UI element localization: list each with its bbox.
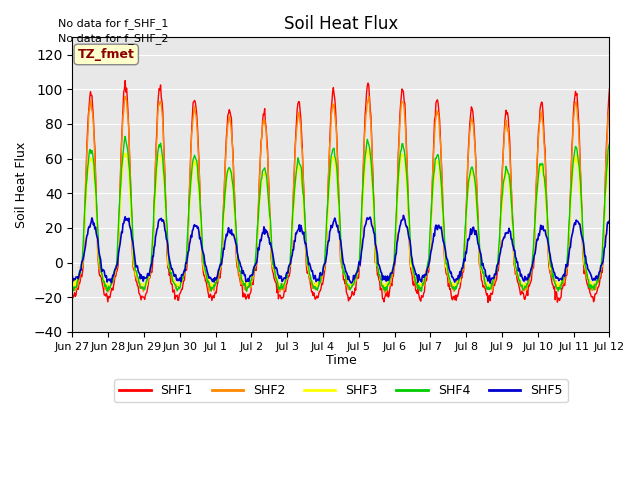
SHF3	[71, 277, 79, 283]
SHF2	[468, 118, 476, 124]
SHF3	[298, 186, 306, 192]
Line: SHF4: SHF4	[72, 136, 609, 291]
SHF5	[454, 273, 462, 278]
SHF3	[68, 285, 76, 290]
SHF2	[319, 273, 326, 278]
SHF4	[605, 141, 613, 146]
Line: SHF2: SHF2	[72, 96, 609, 293]
Y-axis label: Soil Heat Flux: Soil Heat Flux	[15, 142, 28, 228]
SHF5	[298, 225, 305, 231]
SHF3	[106, 287, 113, 293]
SHF1	[484, 300, 492, 305]
SHF4	[319, 269, 326, 275]
SHF3	[468, 168, 476, 174]
SHF1	[122, 78, 129, 84]
SHF4	[468, 165, 476, 170]
SHF5	[144, 271, 152, 276]
SHF1	[319, 282, 326, 288]
SHF3	[605, 150, 613, 156]
SHF5	[68, 274, 76, 279]
SHF2	[71, 287, 79, 293]
SHF5	[468, 231, 476, 237]
Legend: SHF1, SHF2, SHF3, SHF4, SHF5: SHF1, SHF2, SHF3, SHF4, SHF5	[115, 379, 568, 402]
SHF2	[455, 280, 463, 286]
SHF1	[71, 290, 79, 296]
SHF5	[399, 213, 407, 218]
SHF5	[71, 277, 79, 283]
Text: No data for f_SHF_1: No data for f_SHF_1	[58, 18, 168, 29]
Line: SHF1: SHF1	[72, 81, 609, 302]
Text: No data for f_SHF_2: No data for f_SHF_2	[58, 33, 168, 44]
SHF4	[122, 133, 129, 139]
Line: SHF5: SHF5	[72, 216, 609, 283]
SHF2	[68, 284, 76, 290]
SHF4	[71, 284, 79, 290]
SHF2	[298, 147, 306, 153]
SHF1	[298, 145, 306, 151]
SHF2	[381, 290, 388, 296]
SHF4	[298, 180, 306, 186]
SHF3	[364, 146, 372, 152]
SHF2	[145, 277, 152, 283]
Title: Soil Heat Flux: Soil Heat Flux	[284, 15, 398, 33]
SHF1	[468, 104, 476, 110]
SHF4	[454, 280, 462, 286]
Text: TZ_fmet: TZ_fmet	[78, 48, 134, 61]
SHF1	[68, 293, 76, 299]
SHF4	[68, 288, 76, 294]
SHF4	[145, 274, 152, 279]
SHF3	[455, 278, 463, 284]
SHF1	[454, 290, 462, 296]
SHF1	[605, 86, 613, 92]
SHF1	[145, 281, 152, 287]
SHF3	[145, 272, 152, 277]
Line: SHF3: SHF3	[72, 149, 609, 290]
SHF2	[605, 104, 613, 109]
SHF2	[122, 93, 129, 99]
SHF3	[319, 271, 326, 277]
SHF5	[486, 280, 494, 286]
SHF5	[605, 218, 613, 224]
X-axis label: Time: Time	[326, 354, 356, 368]
SHF5	[318, 272, 326, 278]
